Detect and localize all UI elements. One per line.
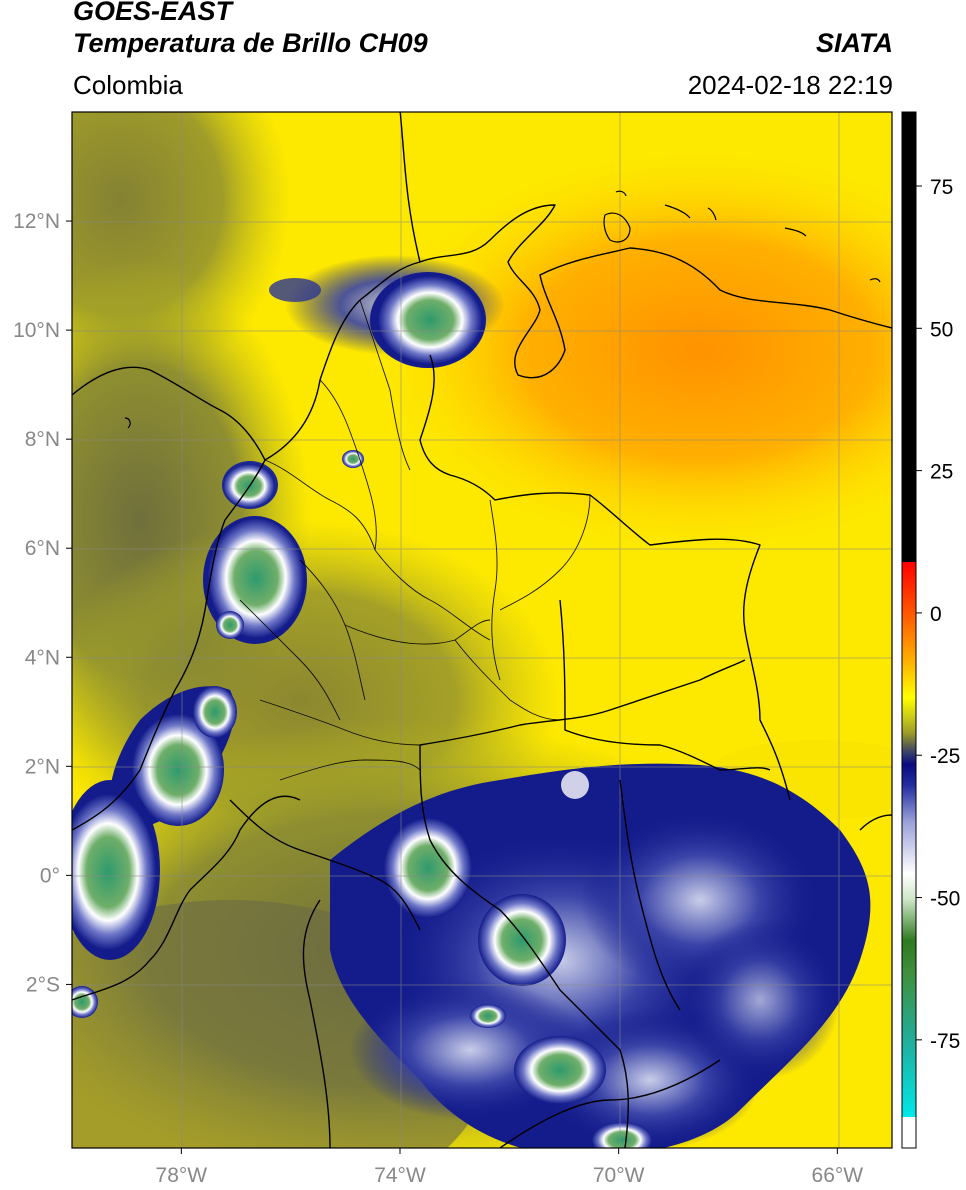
- colorbar-tick-label: 25: [930, 461, 953, 484]
- colorbar-tick-label: -25: [930, 745, 960, 768]
- convective-cloud-complex: [330, 763, 871, 1148]
- lat-tick-label: 2°N: [25, 755, 60, 778]
- organization-label: SIATA: [816, 28, 893, 58]
- lon-tick-label: 78°W: [156, 1164, 208, 1187]
- map-frame: [71, 111, 893, 1149]
- lat-tick-label: 6°N: [25, 537, 60, 560]
- caribbean-storm-cell: [269, 255, 505, 368]
- colorbar-tick-label: -50: [930, 888, 960, 911]
- lat-tick-label: 4°N: [25, 646, 60, 669]
- lat-tick-label: 2°S: [26, 973, 60, 996]
- colorbar-tick-label: 75: [930, 176, 953, 199]
- lon-tick-label: 74°W: [374, 1164, 426, 1187]
- product-title: Temperatura de Brillo CH09: [73, 28, 428, 58]
- latitude-axis: 12°N 10°N 8°N 6°N 4°N 2°N 0° 2°S: [13, 210, 72, 996]
- colorbar-axis: 75 50 25 0 -25 -50 -75: [916, 176, 960, 1053]
- islands: [124, 190, 881, 429]
- satellite-title: GOES-EAST: [73, 0, 233, 26]
- political-borders: [72, 112, 892, 1148]
- graticule: [72, 112, 892, 1148]
- lon-tick-label: 70°W: [593, 1164, 645, 1187]
- region-label: Colombia: [73, 70, 183, 100]
- colorbar-tick-label: -75: [930, 1030, 960, 1053]
- lon-tick-label: 66°W: [812, 1164, 864, 1187]
- colorbar-tick-label: 0: [930, 603, 942, 626]
- brightness-temperature-field: [72, 112, 892, 1148]
- lat-tick-label: 12°N: [13, 210, 60, 233]
- colorbar-tick-label: 50: [930, 318, 953, 341]
- pacific-storm-cells: [72, 450, 364, 1018]
- dry-air-region: [380, 150, 892, 550]
- lat-tick-label: 8°N: [25, 428, 60, 451]
- longitude-axis: 78°W 74°W 70°W 66°W: [156, 1148, 864, 1187]
- lat-tick-label: 10°N: [13, 319, 60, 342]
- colorbar: [901, 111, 917, 1149]
- department-borders: [239, 299, 591, 781]
- lat-tick-label: 0°: [40, 864, 60, 887]
- timestamp-label: 2024-02-18 22:19: [687, 70, 893, 100]
